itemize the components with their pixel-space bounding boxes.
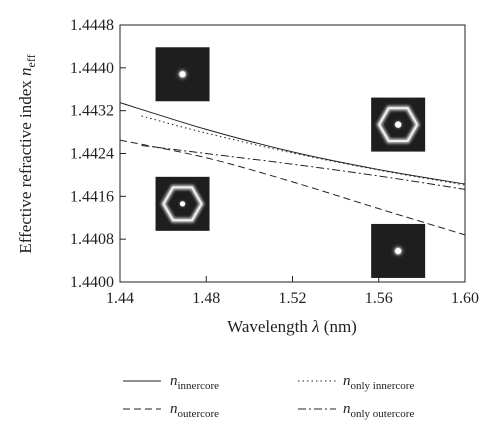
mode-spot xyxy=(179,71,186,78)
legend-label-only-outercore: nonly outercore xyxy=(343,401,414,420)
inset-spot-lower-right xyxy=(371,223,426,278)
y-tick-label: 1.4416 xyxy=(70,188,114,205)
inset-innercore-mode xyxy=(155,47,210,102)
y-tick-label: 1.4432 xyxy=(70,103,114,120)
legend: ninnercore nonly innercore noutercore nonly… xyxy=(123,373,414,420)
center-spot xyxy=(394,121,402,128)
legend-label-outercore: noutercore xyxy=(170,401,219,420)
x-tick-label: 1.60 xyxy=(451,290,479,307)
x-tick-label: 1.48 xyxy=(192,290,220,307)
center-spot xyxy=(179,201,186,207)
series-line-innercore xyxy=(119,102,466,185)
series-layer xyxy=(119,102,466,236)
y-tick-label: 1.4440 xyxy=(70,60,114,77)
x-tick-label: 1.56 xyxy=(365,290,393,307)
inset-hexagon-ring-with-center xyxy=(371,97,426,152)
x-tick-label: 1.44 xyxy=(106,290,134,307)
insets-layer xyxy=(155,47,426,278)
y-axis-label: Effective refractive index neff xyxy=(16,54,38,253)
y-tick-label: 1.4448 xyxy=(70,17,114,34)
y-tick-label: 1.4424 xyxy=(70,146,114,163)
mode-spot xyxy=(395,247,402,254)
series-line-outercore xyxy=(119,139,466,236)
y-tick-label: 1.4408 xyxy=(70,231,114,248)
legend-label-only-innercore: nonly innercore xyxy=(343,373,414,392)
hexagon-ring-core xyxy=(378,107,419,143)
x-axis-label: Wavelength λ (nm) xyxy=(227,317,357,336)
inset-hexagon-ring xyxy=(155,176,210,231)
axis-ticks: 1.44 1.48 1.52 1.56 1.60 1.4400 1.4408 1.4416 1.… xyxy=(70,17,479,307)
y-tick-label: 1.4400 xyxy=(70,274,114,291)
x-tick-label: 1.52 xyxy=(279,290,307,307)
hexagon-ring-core xyxy=(162,186,203,222)
legend-label-innercore: ninnercore xyxy=(170,373,219,392)
